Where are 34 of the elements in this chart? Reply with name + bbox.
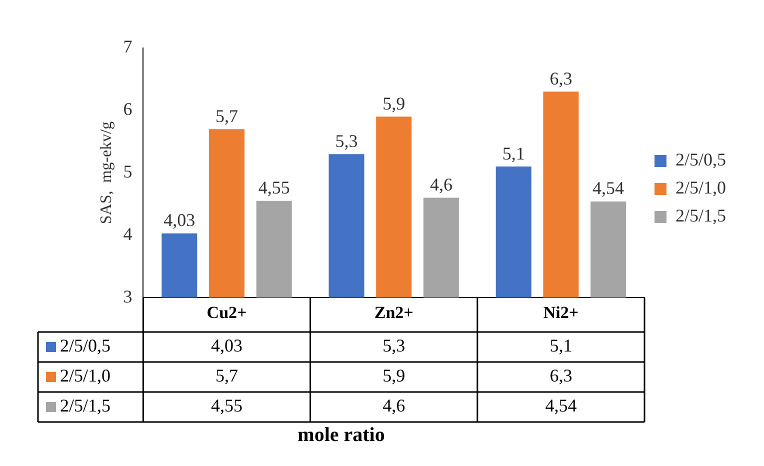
- y-axis-title: SAS, mg-ekv/g: [98, 121, 115, 224]
- text: 5,9: [382, 93, 406, 114]
- text: 5,3: [335, 130, 358, 151]
- y-tick-label: 4: [123, 224, 132, 244]
- text: 4,54: [592, 178, 624, 198]
- text: mole ratio: [298, 424, 385, 446]
- text: 2/5/1,0: [60, 366, 111, 386]
- data-label: 4,54: [545, 396, 577, 416]
- legend-label: 2/5/1,5: [676, 206, 726, 226]
- data-label: 5,1: [550, 336, 572, 356]
- text: 2/5/1,5: [60, 396, 111, 416]
- x-tick-label: Zn2+: [374, 303, 414, 322]
- y-tick-label: 6: [123, 99, 132, 120]
- text: 5,7: [216, 106, 238, 126]
- data-label: 4,03: [211, 336, 242, 356]
- text: 6,3: [550, 68, 572, 88]
- data-label: 6,3: [550, 366, 572, 386]
- data-label: 5,3: [382, 336, 406, 356]
- legend-label: 2/5/0,5: [60, 336, 111, 356]
- text: 4,03: [164, 210, 196, 230]
- text: 2/5/0,5: [676, 150, 726, 170]
- y-tick-label: 5: [123, 162, 132, 182]
- x-tick-label: Cu2+: [206, 303, 247, 322]
- x-tick-label: Ni2+: [543, 303, 579, 322]
- text: 4,55: [258, 178, 290, 198]
- data-label: 4,6: [382, 396, 406, 416]
- y-tick-label: 3: [123, 286, 132, 306]
- y-tick-label: 7: [123, 36, 132, 57]
- text: 5,1: [502, 143, 525, 164]
- text: 4,6: [430, 174, 452, 194]
- legend-label: 2/5/1,0: [676, 178, 726, 198]
- data-label: 5,7: [216, 366, 238, 386]
- data-label: 5,9: [382, 366, 406, 386]
- data-label: 4,55: [211, 396, 242, 416]
